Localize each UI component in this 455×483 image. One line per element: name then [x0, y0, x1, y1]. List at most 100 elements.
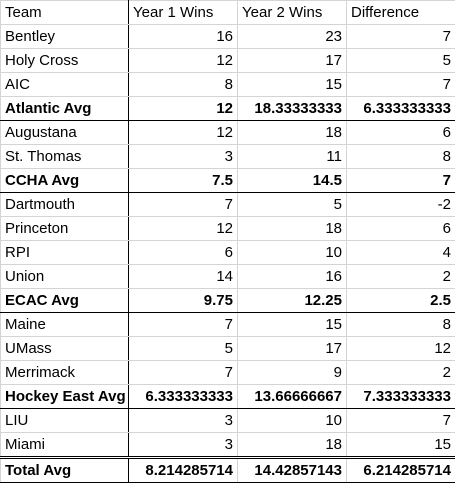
team-cell: Holy Cross	[1, 49, 129, 73]
value-cell: 15	[238, 313, 347, 337]
value-cell: 12	[347, 337, 455, 361]
value-cell: 23	[238, 25, 347, 49]
team-cell: Merrimack	[1, 361, 129, 385]
value-cell: 11	[238, 145, 347, 169]
value-cell: 6	[129, 241, 238, 265]
value-cell: 4	[347, 241, 455, 265]
value-cell: 6.333333333	[347, 97, 455, 121]
value-cell: 7	[129, 193, 238, 217]
value-cell: 8	[129, 73, 238, 97]
value-cell: 15	[238, 73, 347, 97]
value-cell: 7.5	[129, 169, 238, 193]
value-cell: 9	[238, 361, 347, 385]
value-cell: 6	[347, 121, 455, 145]
team-cell: CCHA Avg	[1, 169, 129, 193]
header-cell: Team	[1, 1, 129, 25]
team-cell: ECAC Avg	[1, 289, 129, 313]
header-cell: Difference	[347, 1, 455, 25]
team-cell: LIU	[1, 409, 129, 433]
value-cell: 10	[238, 409, 347, 433]
value-cell: 16	[129, 25, 238, 49]
team-cell: Atlantic Avg	[1, 97, 129, 121]
team-cell: UMass	[1, 337, 129, 361]
value-cell: 14	[129, 265, 238, 289]
team-cell: Miami	[1, 433, 129, 458]
team-cell: Union	[1, 265, 129, 289]
value-cell: 3	[129, 409, 238, 433]
header-cell: Year 2 Wins	[238, 1, 347, 25]
value-cell: 18.33333333	[238, 97, 347, 121]
team-cell: Princeton	[1, 217, 129, 241]
value-cell: 16	[238, 265, 347, 289]
team-cell: Total Avg	[1, 458, 129, 483]
value-cell: 8	[347, 145, 455, 169]
team-cell: Maine	[1, 313, 129, 337]
value-cell: 3	[129, 433, 238, 458]
value-cell: 12	[129, 49, 238, 73]
value-cell: 7	[347, 409, 455, 433]
value-cell: 12	[129, 97, 238, 121]
value-cell: 6.333333333	[129, 385, 238, 409]
value-cell: 2	[347, 361, 455, 385]
value-cell: 9.75	[129, 289, 238, 313]
value-cell: 17	[238, 337, 347, 361]
value-cell: 7	[129, 361, 238, 385]
value-cell: 12	[129, 121, 238, 145]
value-cell: 7	[347, 73, 455, 97]
value-cell: -2	[347, 193, 455, 217]
team-cell: Hockey East Avg	[1, 385, 129, 409]
team-cell: AIC	[1, 73, 129, 97]
value-cell: 14.5	[238, 169, 347, 193]
value-cell: 8.214285714	[129, 458, 238, 483]
value-cell: 14.42857143	[238, 458, 347, 483]
value-cell: 2.5	[347, 289, 455, 313]
value-cell: 7	[129, 313, 238, 337]
value-cell: 17	[238, 49, 347, 73]
value-cell: 7	[347, 25, 455, 49]
value-cell: 12	[129, 217, 238, 241]
value-cell: 5	[129, 337, 238, 361]
value-cell: 8	[347, 313, 455, 337]
team-cell: Bentley	[1, 25, 129, 49]
value-cell: 3	[129, 145, 238, 169]
value-cell: 6	[347, 217, 455, 241]
team-cell: St. Thomas	[1, 145, 129, 169]
team-cell: Augustana	[1, 121, 129, 145]
value-cell: 18	[238, 217, 347, 241]
value-cell: 18	[238, 121, 347, 145]
value-cell: 12.25	[238, 289, 347, 313]
value-cell: 13.66666667	[238, 385, 347, 409]
team-cell: Dartmouth	[1, 193, 129, 217]
value-cell: 5	[238, 193, 347, 217]
value-cell: 2	[347, 265, 455, 289]
value-cell: 6.214285714	[347, 458, 455, 483]
value-cell: 7.333333333	[347, 385, 455, 409]
value-cell: 7	[347, 169, 455, 193]
value-cell: 18	[238, 433, 347, 458]
team-cell: RPI	[1, 241, 129, 265]
value-cell: 10	[238, 241, 347, 265]
header-cell: Year 1 Wins	[129, 1, 238, 25]
